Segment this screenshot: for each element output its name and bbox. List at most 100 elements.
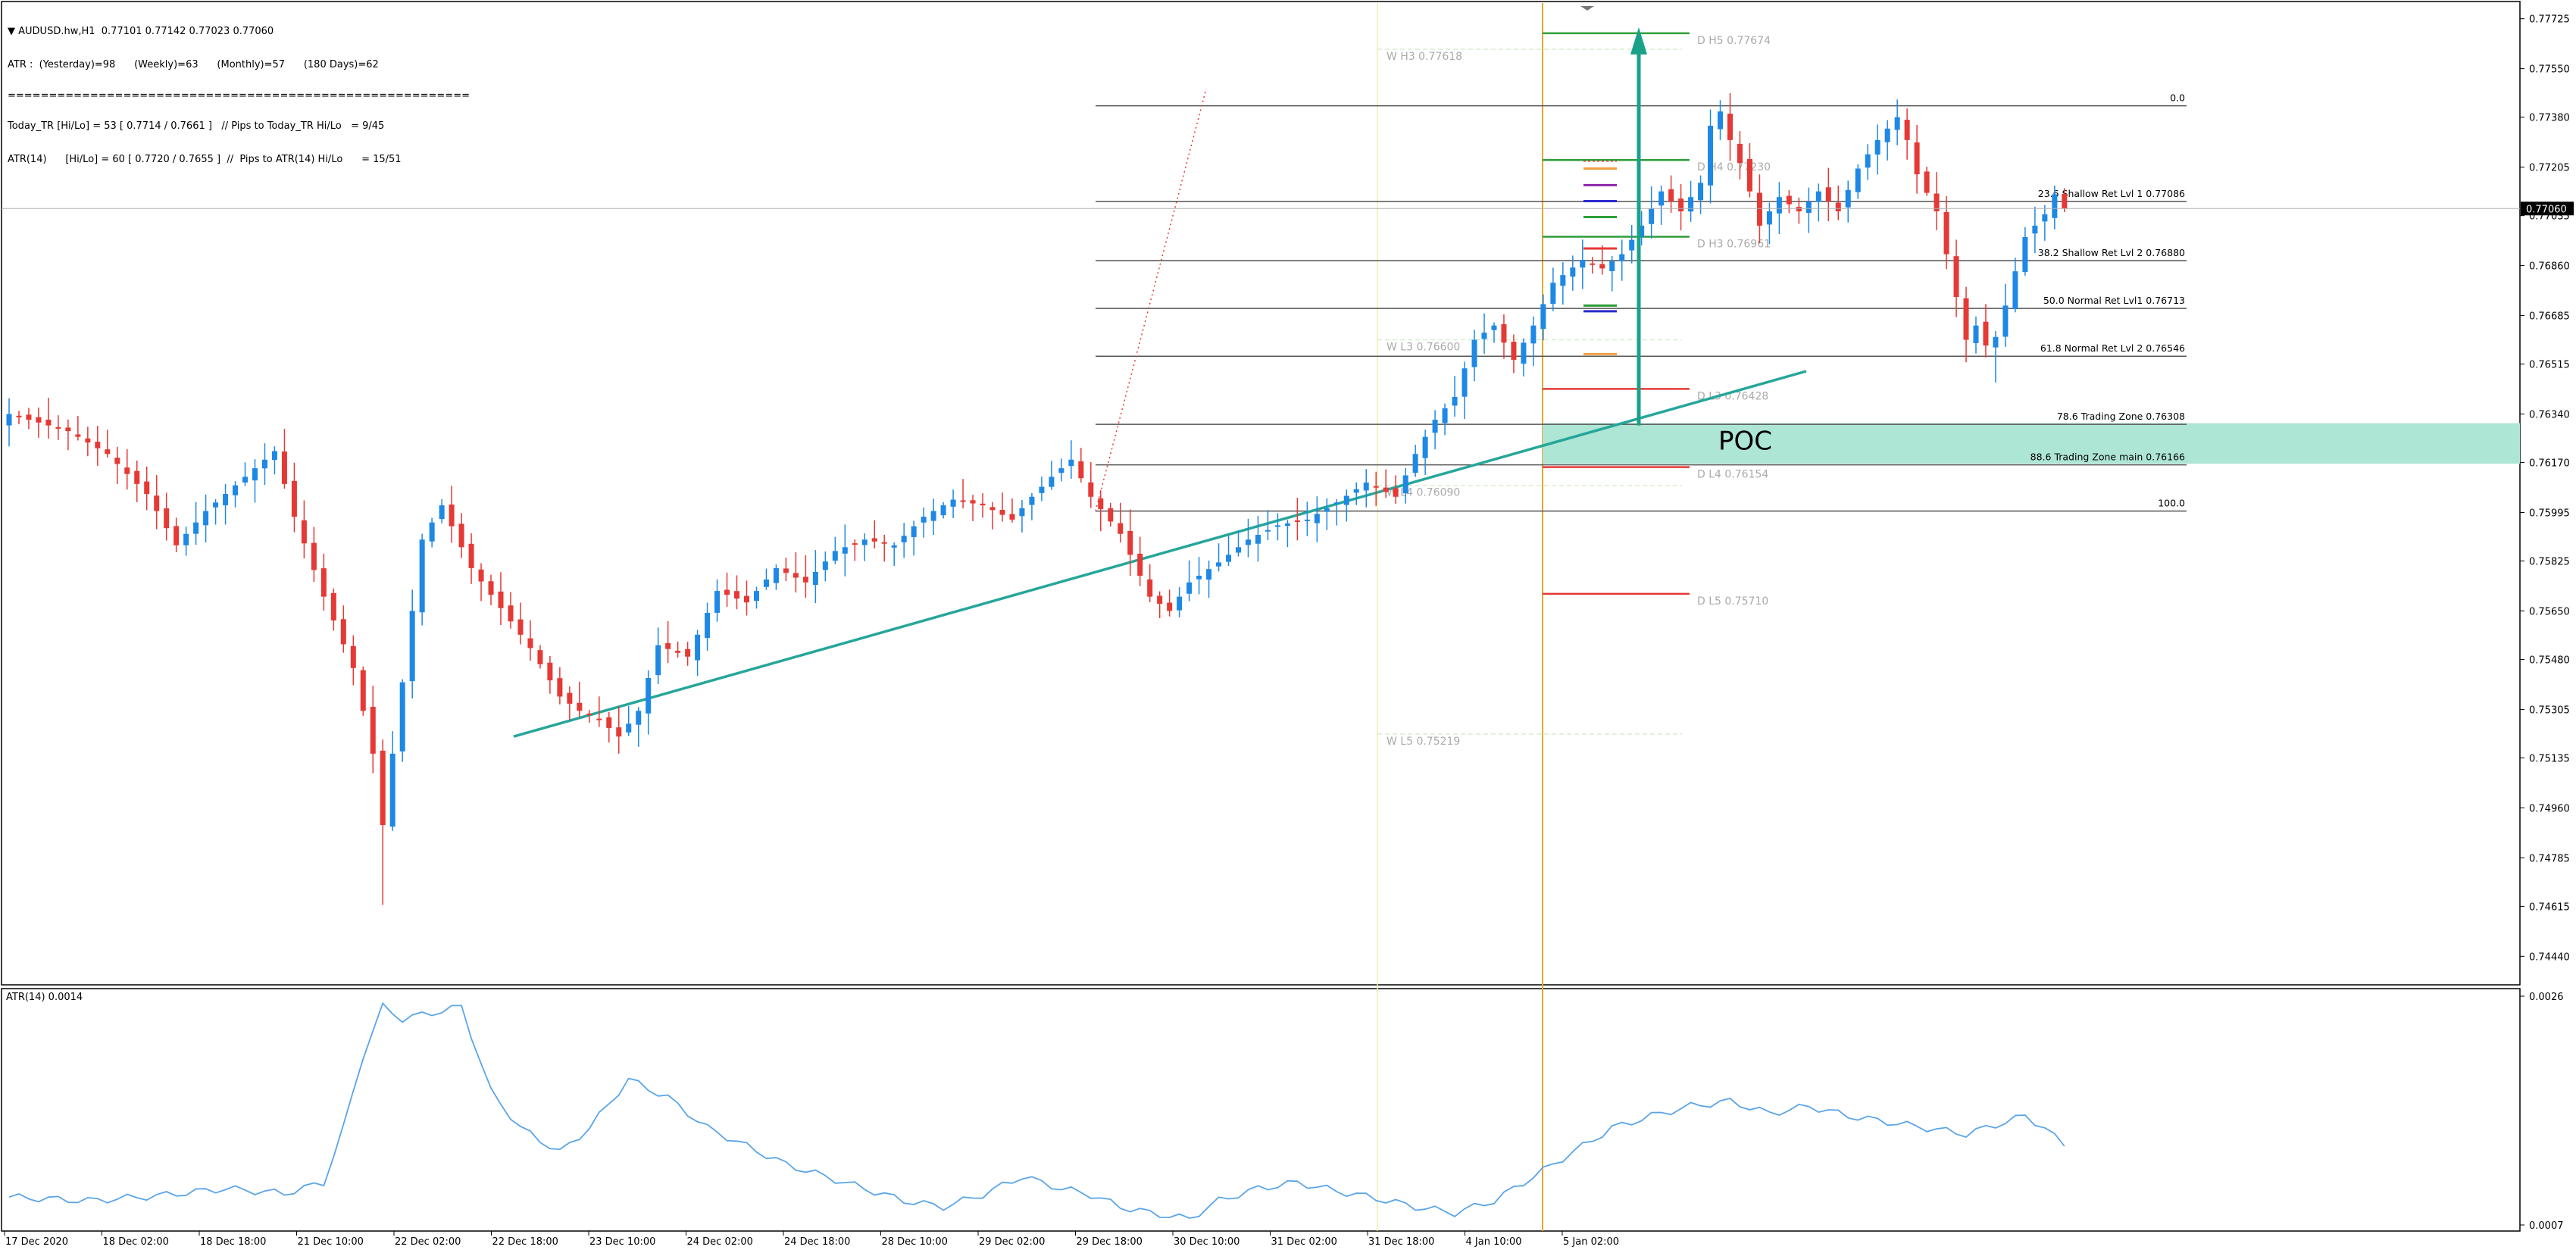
- time-axis-label: 31 Dec 18:00: [1368, 1236, 1434, 1248]
- fib-label: 0.0: [2170, 92, 2185, 104]
- candle-body: [734, 591, 740, 599]
- candle-body: [792, 573, 799, 578]
- candle-body: [1265, 530, 1271, 532]
- candle-body: [1540, 304, 1546, 330]
- time-axis-label: 24 Dec 02:00: [687, 1236, 753, 1248]
- candle-body: [2032, 225, 2038, 234]
- indicator-label: ATR(14) 0.0014: [6, 992, 83, 1003]
- candle-body: [1226, 555, 1232, 562]
- candle-body: [1737, 143, 1743, 163]
- candle-body: [1796, 207, 1802, 212]
- candle-body: [1157, 595, 1163, 605]
- candle-body: [832, 551, 838, 561]
- price-axis-label: 0.75995: [2529, 508, 2570, 519]
- candle-body: [1333, 502, 1340, 505]
- candle-body: [301, 520, 307, 544]
- candle-body: [429, 522, 435, 542]
- candle-body: [970, 500, 976, 504]
- candle-body: [1108, 508, 1114, 522]
- candle-body: [389, 753, 395, 827]
- price-axis-label: 0.74785: [2529, 853, 2570, 864]
- candle-body: [1236, 547, 1241, 553]
- candle-body: [1324, 508, 1330, 512]
- candle-body: [527, 638, 533, 648]
- candle-body: [577, 702, 583, 711]
- candle-body: [1373, 486, 1379, 488]
- pivot-level-label: D H5 0.77674: [1697, 35, 1771, 47]
- candle-body: [1590, 263, 1596, 265]
- candle-body: [1147, 579, 1153, 597]
- chart-shift-marker: [1580, 6, 1594, 11]
- candle-body: [1088, 482, 1094, 497]
- candle-body: [1127, 530, 1133, 555]
- candle-body: [842, 547, 848, 554]
- candle-body: [2022, 236, 2028, 272]
- fib-label: 23.6 Shallow Ret Lvl 1 0.77086: [2038, 188, 2185, 199]
- candle-body: [773, 567, 779, 583]
- candle-body: [2042, 214, 2048, 222]
- candle-body: [1412, 454, 1418, 473]
- candle-body: [783, 568, 789, 573]
- candle-body: [960, 500, 966, 502]
- candle-body: [1894, 117, 1900, 130]
- candle-body: [685, 648, 691, 657]
- candle-body: [1718, 111, 1724, 130]
- candle-body: [1186, 582, 1193, 594]
- candle-body: [1383, 487, 1389, 492]
- candle-body: [114, 458, 120, 464]
- time-axis-label: 24 Dec 18:00: [784, 1236, 850, 1248]
- candle-body: [1314, 514, 1320, 523]
- candle-body: [1668, 189, 1674, 202]
- price-axis-label: 0.77035: [2529, 211, 2570, 223]
- candle-body: [861, 539, 868, 545]
- candle-body: [1963, 298, 1969, 340]
- candle-body: [1983, 321, 1989, 346]
- price-axis-label: 0.75305: [2529, 705, 2570, 716]
- indicator-axis-label: 0.0007: [2529, 1220, 2564, 1232]
- candle-body: [999, 510, 1005, 515]
- candle-body: [881, 542, 887, 544]
- candle-body: [1639, 225, 1645, 237]
- symbol-line: ▼ AUDUSD.hw,H1 0.77101 0.77142 0.77023 0…: [8, 26, 274, 37]
- atr-summary-line: ATR : (Yesterday)=98 (Weekly)=63 (Monthl…: [8, 58, 379, 70]
- candle-body: [271, 451, 277, 461]
- candle-body: [1245, 539, 1251, 545]
- candle-body: [55, 427, 61, 429]
- candle-body: [1560, 275, 1566, 286]
- candle-body: [1884, 128, 1890, 142]
- candle-body: [567, 692, 573, 704]
- candle-body: [124, 467, 130, 474]
- candle-body: [1580, 260, 1586, 268]
- candle-body: [891, 545, 897, 548]
- fib-label: 61.8 Normal Ret Lvl 2 0.76546: [2040, 342, 2185, 354]
- pivot-level-label: W L3 0.76600: [1386, 342, 1460, 354]
- candle-body: [261, 459, 267, 469]
- candle-body: [2062, 193, 2068, 209]
- candle-body: [1452, 396, 1458, 406]
- candle-body: [1599, 264, 1605, 269]
- candle-body: [646, 678, 652, 714]
- current-price-badge: [2521, 202, 2574, 216]
- candle-body: [1009, 514, 1015, 520]
- price-axis-label: 0.75135: [2529, 753, 2570, 764]
- candle-body: [6, 414, 12, 426]
- candle-body: [213, 502, 219, 508]
- candle-body: [45, 419, 52, 426]
- candle-body: [85, 438, 91, 443]
- candle-body: [1993, 336, 1999, 348]
- pivot-level-label: D L5 0.75710: [1697, 595, 1768, 608]
- price-axis-label: 0.77550: [2529, 64, 2570, 76]
- candle-body: [1353, 489, 1359, 493]
- candle-body: [26, 414, 32, 420]
- candle-body: [1550, 283, 1556, 305]
- candle-body: [1068, 459, 1074, 467]
- candle-body: [1658, 191, 1665, 206]
- candle-body: [1678, 198, 1684, 212]
- candle-body: [547, 662, 553, 681]
- candle-body: [1167, 602, 1173, 611]
- candle-body: [980, 503, 986, 506]
- time-axis-label: 18 Dec 02:00: [103, 1236, 169, 1248]
- price-axis-label: 0.74615: [2529, 901, 2570, 913]
- price-axis-label: 0.75650: [2529, 606, 2570, 617]
